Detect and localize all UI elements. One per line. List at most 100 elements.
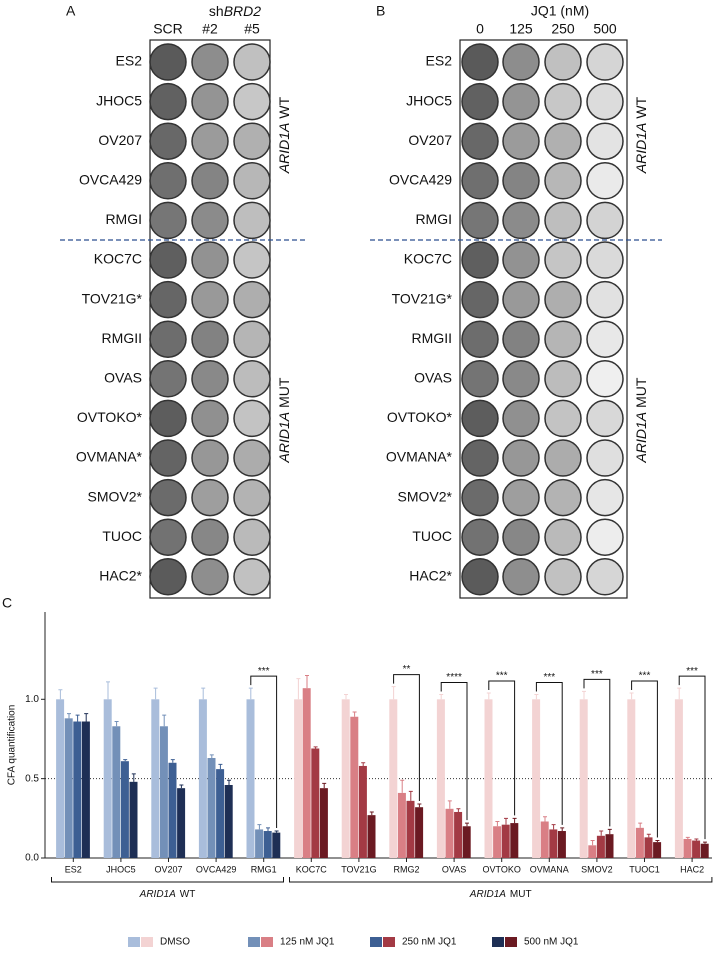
legend-swatch — [492, 937, 504, 947]
error-bar — [439, 694, 444, 700]
significance-bracket — [583, 678, 611, 827]
legend-swatch — [128, 937, 140, 947]
error-bar — [408, 790, 413, 801]
bar — [64, 718, 73, 858]
error-bar — [153, 687, 158, 700]
well — [586, 558, 624, 596]
significance-stars: *** — [543, 672, 555, 683]
error-bar — [58, 689, 63, 700]
well — [502, 439, 540, 477]
error-bar — [504, 817, 508, 825]
well — [502, 518, 540, 556]
well — [586, 320, 624, 358]
bar — [653, 842, 662, 858]
error-bar — [590, 840, 595, 846]
well — [461, 280, 499, 319]
row-label: RMGII — [102, 330, 142, 346]
bar — [627, 699, 636, 858]
well — [191, 201, 229, 240]
x-tick-label: OV207 — [154, 864, 182, 874]
significance-bracket — [535, 682, 563, 825]
x-tick-label: HAC2 — [680, 864, 704, 874]
legend-swatch — [370, 937, 382, 947]
well — [149, 122, 187, 160]
error-bar — [179, 784, 184, 789]
bar — [605, 834, 614, 858]
row-label: OV207 — [98, 132, 142, 148]
well — [544, 558, 582, 596]
y-tick-label: 0.0 — [25, 853, 39, 864]
legend-label: 250 nM JQ1 — [402, 937, 457, 948]
well — [544, 320, 582, 358]
bar — [159, 726, 168, 858]
well — [191, 439, 229, 477]
panel-label: C — [2, 595, 12, 611]
row-label: ES2 — [426, 53, 453, 69]
group-bracket — [289, 877, 713, 883]
well — [191, 558, 229, 596]
well — [461, 320, 499, 358]
error-bar — [369, 811, 374, 816]
bar — [73, 721, 82, 858]
well — [461, 241, 499, 279]
group-label: ARID1A WT — [139, 889, 196, 900]
row-label: ES2 — [116, 53, 143, 69]
well — [461, 43, 499, 81]
x-tick-label: ES2 — [65, 864, 82, 874]
well — [233, 43, 271, 81]
well — [502, 280, 540, 319]
bar — [224, 784, 233, 858]
well — [149, 162, 187, 200]
bar — [389, 699, 398, 858]
bar — [397, 792, 406, 858]
significance-stars: *** — [686, 666, 698, 677]
row-label: OVMANA* — [76, 449, 143, 465]
well — [191, 478, 229, 517]
well — [544, 241, 582, 279]
error-bar — [67, 713, 71, 719]
well — [191, 82, 229, 121]
bar — [367, 815, 376, 858]
error-bar — [305, 674, 309, 689]
well — [149, 478, 187, 517]
well — [149, 241, 187, 279]
row-label: OVCA429 — [389, 172, 452, 188]
y-axis-label: CFA quantification — [7, 705, 18, 786]
x-tick-label: RMG1 — [251, 864, 277, 874]
bar — [644, 837, 653, 858]
bar — [596, 835, 605, 858]
legend-swatch — [383, 937, 395, 947]
error-bar — [266, 827, 270, 832]
bar — [56, 699, 65, 858]
gene-name: ARID1A — [469, 889, 506, 900]
error-bar — [543, 816, 547, 822]
group-label: ARID1A WT — [633, 96, 649, 174]
gene-name: ARID1A — [276, 123, 292, 175]
well — [461, 399, 499, 438]
row-label: SMOV2* — [398, 488, 453, 504]
well — [149, 201, 187, 240]
x-tick-label: OVMANA — [530, 864, 569, 874]
row-label: KOC7C — [94, 251, 142, 267]
bar — [255, 829, 264, 858]
column-header: #2 — [202, 21, 218, 37]
error-bar — [274, 830, 279, 833]
legend-swatch — [248, 937, 260, 947]
bar — [151, 699, 160, 858]
significance-bracket — [678, 675, 706, 840]
x-tick-label: JHOC5 — [106, 864, 136, 874]
well — [233, 439, 271, 477]
bar — [415, 807, 424, 858]
status: MUT — [633, 377, 649, 408]
well — [233, 162, 271, 200]
well — [461, 439, 499, 477]
status: MUT — [510, 889, 532, 900]
bar — [549, 829, 558, 858]
bar — [532, 699, 541, 858]
error-bar — [534, 694, 539, 700]
row-label: JHOC5 — [406, 92, 452, 108]
bar — [484, 699, 493, 858]
bar — [588, 845, 597, 858]
well — [502, 162, 540, 200]
